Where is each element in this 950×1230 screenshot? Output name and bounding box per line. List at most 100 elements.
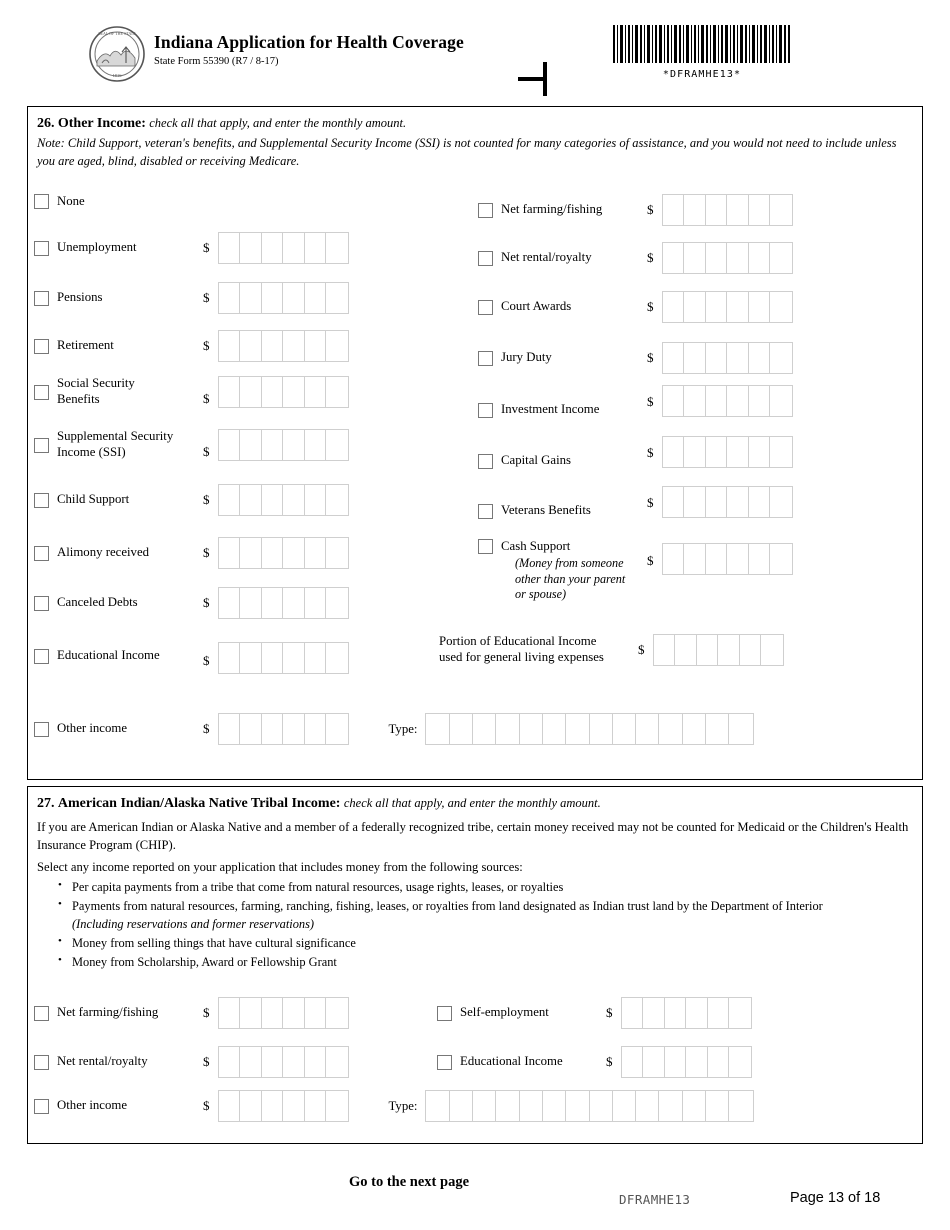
label-educational-income: Educational Income <box>57 648 160 663</box>
checkbox-canceled-debts[interactable] <box>34 595 49 611</box>
dollar-sign: $ <box>203 1098 210 1113</box>
checkbox-cash-support[interactable] <box>478 539 493 554</box>
row-social-security-benefits[interactable]: Social Security Benefits $ <box>34 376 349 408</box>
row-other-income[interactable]: Other income $ Type: <box>34 713 754 745</box>
amount-tribal-educational-income[interactable] <box>620 1046 752 1078</box>
dollar-sign: $ <box>647 495 654 510</box>
dollar-sign: $ <box>647 250 654 265</box>
type-input-other-income[interactable] <box>425 713 754 745</box>
checkbox-investment-income[interactable] <box>478 402 493 418</box>
row-retirement[interactable]: Retirement $ <box>34 330 349 362</box>
row-child-support[interactable]: Child Support $ <box>34 484 349 516</box>
barcode-label: *DFRAMHE13* <box>662 69 742 80</box>
row-court-awards[interactable]: Court Awards $ <box>478 291 793 323</box>
row-investment-income[interactable]: Investment Income $ <box>478 385 793 426</box>
checkbox-social-security-benefits[interactable] <box>34 384 49 400</box>
checkbox-tribal-educational-income[interactable] <box>437 1054 452 1070</box>
amount-tribal-other-income[interactable] <box>217 1090 349 1122</box>
amount-alimony-received[interactable] <box>217 537 349 569</box>
amount-cash-support[interactable] <box>661 543 793 575</box>
label-tribal-self-employment: Self-employment <box>460 1005 549 1020</box>
amount-unemployment[interactable] <box>217 232 349 264</box>
row-supplemental-security-income[interactable]: Supplemental Security Income (SSI) $ <box>34 429 349 461</box>
checkbox-child-support[interactable] <box>34 492 49 508</box>
amount-court-awards[interactable] <box>661 291 793 323</box>
checkbox-net-farming-fishing[interactable] <box>478 202 493 218</box>
checkbox-veterans-benefits[interactable] <box>478 503 493 519</box>
row-jury-duty[interactable]: Jury Duty $ <box>478 342 793 374</box>
checkbox-tribal-net-rental-royalty[interactable] <box>34 1054 49 1070</box>
amount-pensions[interactable] <box>217 282 349 314</box>
checkbox-other-income[interactable] <box>34 721 49 737</box>
footer-form-code: DFRAMHE13 <box>619 1192 691 1207</box>
row-capital-gains[interactable]: Capital Gains $ <box>478 436 793 477</box>
row-tribal-other-income[interactable]: Other income $ Type: <box>34 1090 754 1122</box>
label-social-security-benefits: Social Security Benefits <box>57 376 203 407</box>
section-27-select-line: Select any income reported on your appli… <box>37 860 523 874</box>
amount-child-support[interactable] <box>217 484 349 516</box>
amount-other-income[interactable] <box>217 713 349 745</box>
indiana-state-seal-icon: 1816 SEAL OF THE STATE <box>88 25 146 83</box>
checkbox-none[interactable] <box>34 194 49 210</box>
amount-supplemental-security-income[interactable] <box>217 429 349 461</box>
checkbox-capital-gains[interactable] <box>478 453 493 469</box>
checkbox-net-rental-royalty[interactable] <box>478 250 493 266</box>
checkbox-pensions[interactable] <box>34 290 49 306</box>
dollar-sign: $ <box>203 444 210 459</box>
dollar-sign: $ <box>647 299 654 314</box>
row-pensions[interactable]: Pensions $ <box>34 282 349 314</box>
amount-tribal-net-rental-royalty[interactable] <box>217 1046 349 1078</box>
checkbox-tribal-other-income[interactable] <box>34 1098 49 1114</box>
row-unemployment[interactable]: Unemployment $ <box>34 232 349 264</box>
amount-canceled-debts[interactable] <box>217 587 349 619</box>
amount-portion-of-educational-income[interactable] <box>652 634 784 666</box>
amount-social-security-benefits[interactable] <box>217 376 349 408</box>
row-none[interactable]: None <box>34 194 85 210</box>
type-input-tribal-other-income[interactable] <box>425 1090 754 1122</box>
amount-retirement[interactable] <box>217 330 349 362</box>
amount-jury-duty[interactable] <box>661 342 793 374</box>
amount-net-rental-royalty[interactable] <box>661 242 793 274</box>
amount-net-farming-fishing[interactable] <box>661 194 793 226</box>
dollar-sign: $ <box>647 553 654 568</box>
checkbox-unemployment[interactable] <box>34 240 49 256</box>
row-tribal-net-farming-fishing[interactable]: Net farming/fishing $ <box>34 997 349 1029</box>
amount-tribal-self-employment[interactable] <box>620 997 752 1029</box>
row-net-farming-fishing[interactable]: Net farming/fishing $ <box>478 194 793 226</box>
checkbox-supplemental-security-income[interactable] <box>34 437 49 453</box>
row-veterans-benefits[interactable]: Veterans Benefits $ <box>478 486 793 527</box>
row-net-rental-royalty[interactable]: Net rental/royalty $ <box>478 242 793 274</box>
row-cash-support[interactable]: Cash Support (Money from someone other t… <box>478 539 793 602</box>
row-tribal-self-employment[interactable]: Self-employment $ <box>437 997 752 1029</box>
svg-text:1816: 1816 <box>113 73 123 78</box>
dollar-sign: $ <box>606 1054 613 1069</box>
amount-capital-gains[interactable] <box>661 436 793 468</box>
page-header: 1816 SEAL OF THE STATE Indiana Applicati… <box>0 0 950 100</box>
row-tribal-net-rental-royalty[interactable]: Net rental/royalty $ <box>34 1046 349 1078</box>
bullet-item: Per capita payments from a tribe that co… <box>58 878 910 897</box>
amount-veterans-benefits[interactable] <box>661 486 793 518</box>
row-tribal-educational-income[interactable]: Educational Income $ <box>437 1046 752 1078</box>
checkbox-retirement[interactable] <box>34 338 49 354</box>
checkbox-alimony-received[interactable] <box>34 545 49 561</box>
label-jury-duty: Jury Duty <box>501 350 552 365</box>
dollar-sign: $ <box>203 338 210 353</box>
barcode-icon <box>613 25 790 63</box>
row-canceled-debts[interactable]: Canceled Debts $ <box>34 587 349 619</box>
dollar-sign: $ <box>647 394 654 409</box>
amount-educational-income[interactable] <box>217 642 349 674</box>
row-alimony-received[interactable]: Alimony received $ <box>34 537 349 569</box>
amount-investment-income[interactable] <box>661 385 793 417</box>
label-net-rental-royalty: Net rental/royalty <box>501 250 592 265</box>
cash-support-note-line-3: or spouse) <box>515 586 567 601</box>
dollar-sign: $ <box>647 202 654 217</box>
checkbox-tribal-net-farming-fishing[interactable] <box>34 1005 49 1021</box>
row-educational-income[interactable]: Educational Income $ <box>34 640 349 674</box>
amount-tribal-net-farming-fishing[interactable] <box>217 997 349 1029</box>
checkbox-educational-income[interactable] <box>34 648 49 664</box>
checkbox-jury-duty[interactable] <box>478 350 493 366</box>
cash-support-note-line-1: (Money from someone <box>515 556 624 571</box>
checkbox-tribal-self-employment[interactable] <box>437 1005 452 1021</box>
checkbox-court-awards[interactable] <box>478 299 493 315</box>
section-27-title: American Indian/Alaska Native Tribal Inc… <box>57 796 341 811</box>
